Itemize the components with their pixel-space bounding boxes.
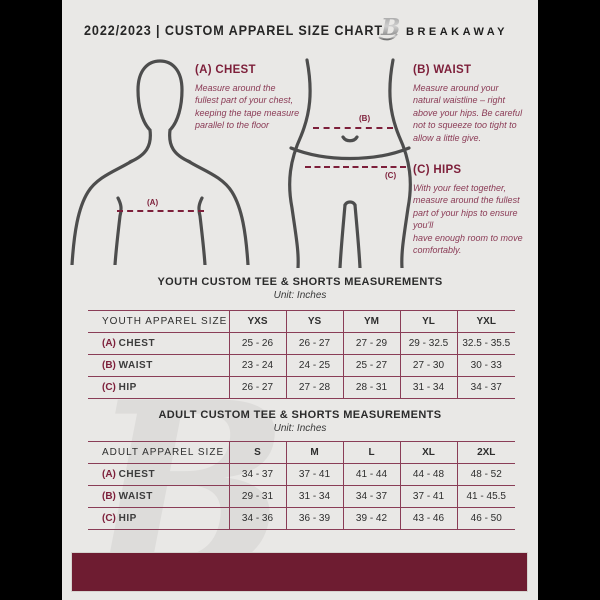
youth-size-col: YXS [228,310,286,333]
youth-hip-row: (C) HIP 26 - 27 27 - 28 28 - 31 31 - 34 … [88,376,515,399]
row-label: CHEST [118,469,156,480]
cell: 34 - 37 [228,463,286,486]
cell: 24 - 25 [285,354,343,377]
row-prefix: (C) [102,382,116,393]
upper-body-diagram [70,59,250,265]
youth-waist-row: (B) WAIST 23 - 24 24 - 25 25 - 27 27 - 3… [88,354,515,377]
measuring-guide-section: (A) (B) (C) (A) CHEST Measure around the… [62,58,538,268]
lower-body-diagram [288,58,412,268]
youth-size-col: YL [399,310,457,333]
youth-size-label-cell: YOUTH APPAREL SIZE [88,310,229,333]
hips-measure-line [305,166,406,168]
cell: 27 - 28 [285,376,343,399]
cell: 34 - 37 [456,376,515,399]
youth-header-row: YOUTH APPAREL SIZE YXS YS YM YL YXL [88,310,515,333]
adult-size-col: S [228,441,286,464]
waist-marker-label: (B) [359,114,371,123]
chest-heading: (A) CHEST [195,64,256,76]
adult-chest-row: (A) CHEST 34 - 37 37 - 41 41 - 44 44 - 4… [88,463,515,486]
cell: 29 - 31 [228,485,286,508]
row-prefix: (A) [102,469,116,480]
cell: 34 - 36 [228,507,286,530]
youth-chest-row: (A) CHEST 25 - 26 26 - 27 27 - 29 29 - 3… [88,332,515,355]
cell: 34 - 37 [342,485,400,508]
row-prefix: (C) [102,513,116,524]
hips-description: With your feet together, measure around … [413,183,523,256]
cell: 31 - 34 [399,376,457,399]
adult-size-table: ADULT APPAREL SIZE S M L XL 2XL (A) CHES… [88,441,515,530]
cell: 25 - 27 [342,354,400,377]
cell: 46 - 50 [456,507,515,530]
cell: 39 - 42 [342,507,400,530]
footer-accent-bar [72,553,527,591]
youth-table-title: YOUTH CUSTOM TEE & SHORTS MEASUREMENTS [157,276,443,288]
page-title: 2022/2023 | CUSTOM APPAREL SIZE CHART [84,22,383,38]
adult-hip-row: (C) HIP 34 - 36 36 - 39 39 - 42 43 - 46 … [88,507,515,530]
chest-marker-label: (A) [147,198,159,207]
row-label: WAIST [118,491,153,502]
adult-size-col: L [342,441,400,464]
row-label: WAIST [118,360,153,371]
cell: 27 - 30 [399,354,457,377]
waist-description: Measure around your natural waistline – … [413,83,523,143]
row-prefix: (B) [102,491,116,502]
row-label: HIP [118,382,137,393]
youth-size-col: YXL [456,310,515,333]
chest-measure-line [117,210,204,212]
waist-measure-line [313,127,393,129]
svg-text:B: B [380,14,400,41]
cell: 41 - 45.5 [456,485,515,508]
youth-table-unit: Unit: Inches [273,290,327,301]
cell: 36 - 39 [285,507,343,530]
cell: 28 - 31 [342,376,400,399]
cell: 30 - 33 [456,354,515,377]
waist-instructions: (B) WAIST Measure around your natural wa… [413,64,525,144]
hips-heading: (C) HIPS [413,164,462,176]
cell: 31 - 34 [285,485,343,508]
cell: 32.5 - 35.5 [456,332,515,355]
adult-table-title: ADULT CUSTOM TEE & SHORTS MEASUREMENTS [158,409,442,421]
cell: 37 - 41 [399,485,457,508]
cell: 27 - 29 [342,332,400,355]
cell: 25 - 26 [228,332,286,355]
adult-header-row: ADULT APPAREL SIZE S M L XL 2XL [88,441,515,464]
hips-marker-label: (C) [385,171,397,180]
hips-instructions: (C) HIPS With your feet together, measur… [413,164,529,256]
cell: 23 - 24 [228,354,286,377]
row-prefix: (A) [102,338,116,349]
cell: 48 - 52 [456,463,515,486]
cell: 43 - 46 [399,507,457,530]
brand-name: BREAKAWAY [406,26,508,38]
row-label: CHEST [118,338,156,349]
adult-size-label-cell: ADULT APPAREL SIZE [88,441,229,464]
adult-table-unit: Unit: Inches [273,423,327,434]
youth-size-col: YS [285,310,343,333]
breakaway-logo-icon: B [374,14,402,47]
youth-size-table: YOUTH APPAREL SIZE YXS YS YM YL YXL (A) … [88,310,515,399]
adult-size-col: M [285,441,343,464]
row-label: HIP [118,513,137,524]
document-page: 2022/2023 | CUSTOM APPAREL SIZE CHART B … [62,0,538,600]
cell: 37 - 41 [285,463,343,486]
chest-instructions: (A) CHEST Measure around the fullest par… [195,64,301,132]
chest-description: Measure around the fullest part of your … [195,83,300,131]
adult-size-col: XL [399,441,457,464]
cell: 29 - 32.5 [399,332,457,355]
row-prefix: (B) [102,360,116,371]
waist-heading: (B) WAIST [413,64,472,76]
youth-size-col: YM [342,310,400,333]
cell: 26 - 27 [228,376,286,399]
cell: 26 - 27 [285,332,343,355]
adult-size-col: 2XL [456,441,515,464]
cell: 41 - 44 [342,463,400,486]
adult-waist-row: (B) WAIST 29 - 31 31 - 34 34 - 37 37 - 4… [88,485,515,508]
cell: 44 - 48 [399,463,457,486]
